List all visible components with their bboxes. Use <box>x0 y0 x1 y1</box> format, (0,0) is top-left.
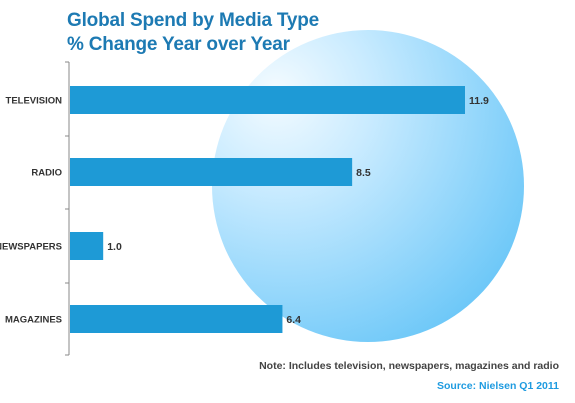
value-label: 11.9 <box>469 95 489 107</box>
bar-radio <box>70 158 353 186</box>
bar-magazines <box>70 305 283 333</box>
value-label: 6.4 <box>286 314 301 326</box>
value-label: 1.0 <box>107 241 122 253</box>
bar-television <box>70 86 465 114</box>
category-label: TELEVISION <box>6 96 63 107</box>
bar-newspapers <box>70 232 104 260</box>
chart-title-line-2: % Change Year over Year <box>67 34 290 55</box>
chart-source: Source: Nielsen Q1 2011 <box>437 380 559 392</box>
chart-title-line-1: Global Spend by Media Type <box>67 10 320 31</box>
value-label: 8.5 <box>356 167 371 179</box>
category-label: NEWSPAPERS <box>0 242 62 253</box>
category-label: MAGAZINES <box>5 315 62 326</box>
chart-note: Note: Includes television, newspapers, m… <box>259 360 559 372</box>
category-label: RADIO <box>31 168 62 179</box>
